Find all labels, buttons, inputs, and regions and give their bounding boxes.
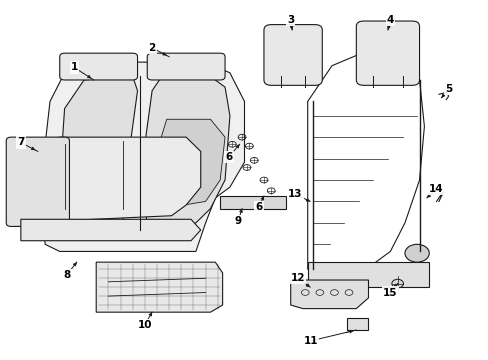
Text: 3: 3	[286, 15, 294, 25]
Text: 9: 9	[234, 216, 241, 226]
Circle shape	[404, 244, 428, 262]
Text: 8: 8	[63, 270, 70, 280]
Polygon shape	[40, 62, 244, 251]
Text: 1: 1	[71, 63, 78, 72]
Text: 7: 7	[17, 138, 24, 148]
Polygon shape	[11, 137, 201, 223]
Text: 4: 4	[386, 15, 393, 25]
Polygon shape	[290, 280, 368, 309]
Polygon shape	[307, 262, 428, 287]
Text: 10: 10	[137, 320, 152, 330]
Text: 14: 14	[428, 184, 443, 194]
FancyBboxPatch shape	[60, 53, 137, 80]
FancyBboxPatch shape	[264, 24, 322, 85]
Text: 15: 15	[382, 288, 397, 297]
Polygon shape	[346, 318, 368, 330]
FancyBboxPatch shape	[6, 137, 69, 226]
Circle shape	[391, 279, 403, 288]
Text: 2: 2	[148, 43, 155, 53]
Text: 11: 11	[303, 336, 318, 346]
FancyBboxPatch shape	[147, 53, 224, 80]
Text: 6: 6	[255, 202, 262, 212]
Text: 12: 12	[290, 273, 305, 283]
Polygon shape	[21, 219, 201, 241]
FancyBboxPatch shape	[356, 21, 419, 85]
Polygon shape	[142, 76, 229, 230]
Text: 5: 5	[444, 84, 451, 94]
Text: 6: 6	[225, 152, 232, 162]
Polygon shape	[157, 119, 224, 208]
Polygon shape	[60, 76, 137, 237]
Polygon shape	[220, 196, 285, 208]
Text: 13: 13	[288, 189, 302, 199]
Polygon shape	[96, 262, 222, 312]
